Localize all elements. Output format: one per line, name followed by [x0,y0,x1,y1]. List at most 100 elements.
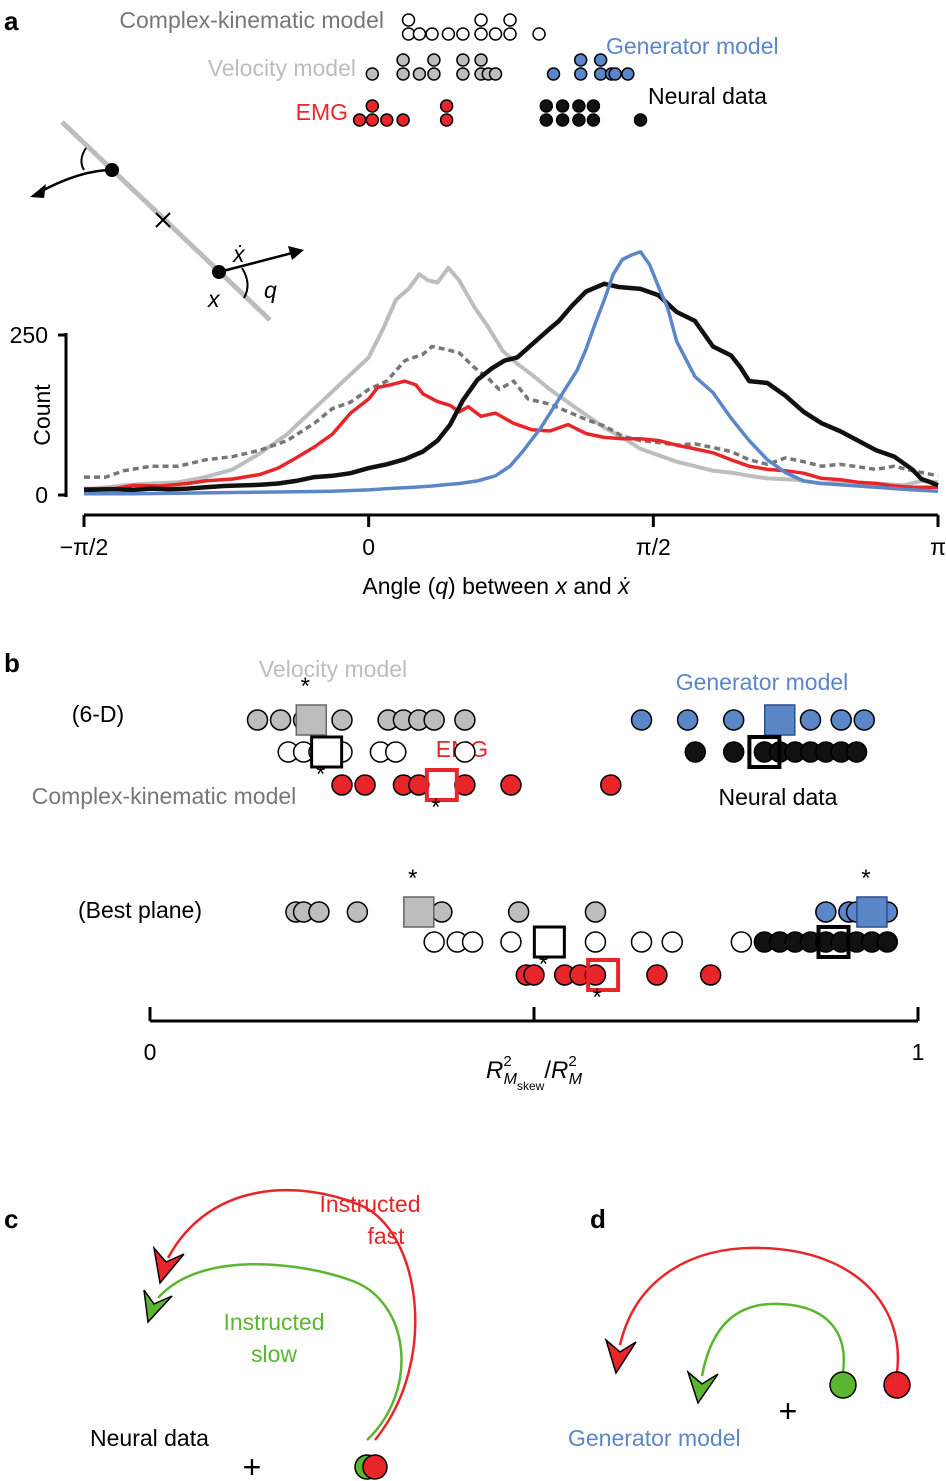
arrow-head-icon [686,1369,719,1405]
histogram-lines [83,250,939,496]
mode-dot-velocity [427,53,441,67]
mode-dot-complex [474,13,488,27]
panel-label-a: a [4,6,19,36]
legend-label-emg: EMG [296,99,348,125]
mean-box-emg [586,958,621,992]
point-neural [845,741,868,763]
point-emg [331,774,353,796]
point-velocity [454,709,476,731]
panel-label-c: c [4,1204,18,1234]
x-axis-label: R2 Mskew/R2 M [486,1053,583,1093]
schematic-label-x: x [207,286,221,312]
mode-dot-velocity [427,67,441,81]
series-line-complex [84,344,939,479]
point-velocity [269,709,292,731]
point-emg [500,774,522,796]
point-velocity [423,709,445,731]
mode-dot-complex [412,27,427,41]
point-emg [646,964,668,986]
mode-dot-velocity [474,53,488,67]
mean-box-generator [764,704,796,736]
panel-c: c Instructed fast Instructed slow Neural… [4,1188,421,1481]
caption-neural-data: Neural data [90,1425,209,1451]
mode-dot-complex [503,13,517,27]
mode-dot-complex [474,27,488,41]
point-velocity [246,709,269,731]
schematic-arrow-upper [37,168,113,195]
trajectory-instructed-fast [166,1188,417,1441]
point-velocity [346,901,369,923]
mode-dot-complex [456,27,470,41]
mode-dot-emg [380,113,394,127]
mode-dot-generator [608,67,622,81]
point-generator [853,709,875,731]
x-tick-label: −π/2 [60,534,108,560]
x-tick-label: π/2 [636,534,671,560]
point-emg [699,964,722,986]
point-generator [630,709,653,731]
significance-star: * [316,761,325,788]
schematic-label-q: q [264,277,277,303]
panel-a: a ẋ x q 250 0 Count [4,6,946,599]
panel-b: b (6-D) (Best plane) Velocity model Gene… [4,648,924,1093]
significance-star: * [592,984,601,1011]
label-complex-kinematic-model: Complex-kinematic model [32,783,297,809]
point-emg [600,774,622,796]
mode-dot-neural [555,113,570,127]
schematic-angle-arc-upper [80,147,87,171]
mean-box-velocity [403,896,435,928]
mode-dot-emg [396,113,410,127]
significance-star: * [408,865,417,892]
panel-label-b: b [4,648,20,678]
point-emg [523,964,545,986]
schematic-origin-cross-2 [155,212,171,228]
x-axis-label: Angle (q) between x and ẋ [362,573,631,599]
point-complex [454,741,476,763]
mode-dot-emg [365,99,380,113]
mode-dot-neural [572,99,586,113]
vector-angle-schematic: ẋ x q [30,120,304,322]
point-neural [876,931,899,953]
point-complex [461,931,484,953]
mode-dot-complex [425,27,439,41]
label-instructed-fast-2: fast [367,1223,405,1249]
panel-label-d: d [590,1204,606,1234]
significance-star: * [539,951,548,978]
mode-dot-velocity [365,67,380,81]
origin-plus-icon: + [243,1449,262,1481]
schematic-angle-arc [241,267,249,299]
mode-dot-complex [488,27,503,41]
arrow-head-icon [152,1245,185,1285]
group-label-best-plane: (Best plane) [78,897,202,923]
y-tick-label-250: 250 [10,322,48,348]
x-ticks: −π/2 0 π/2 π [60,515,946,560]
point-generator [799,709,822,731]
y-axis-label: Count [29,384,55,446]
label-instructed-slow-1: Instructed [224,1309,325,1335]
schematic-arrow-xdot [218,250,297,274]
mode-dot-neural [555,99,570,113]
mode-dot-emg [365,113,380,127]
caption-generator-model: Generator model [568,1425,741,1451]
panel-a-x-axis: −π/2 0 π/2 π Angle (q) between x and ẋ [60,513,946,599]
mode-dot-generator [546,67,561,81]
significance-star: * [301,673,310,700]
start-point-fast [883,1371,911,1399]
label-neural-data: Neural data [719,784,838,810]
mode-dot-generator [593,53,608,67]
mode-dot-emg [439,113,454,127]
mode-dot-velocity [456,53,470,67]
arrow-head-icon [30,184,46,198]
mean-box-velocity [295,704,328,736]
significance-star: * [861,865,870,892]
point-complex [500,931,522,953]
y-tick-label-0: 0 [35,482,48,508]
legend-label-generator: Generator model [606,33,779,59]
point-neural [722,741,745,763]
legend-label-neural: Neural data [648,83,767,109]
mode-dot-complex [441,27,456,41]
point-velocity [507,901,530,923]
